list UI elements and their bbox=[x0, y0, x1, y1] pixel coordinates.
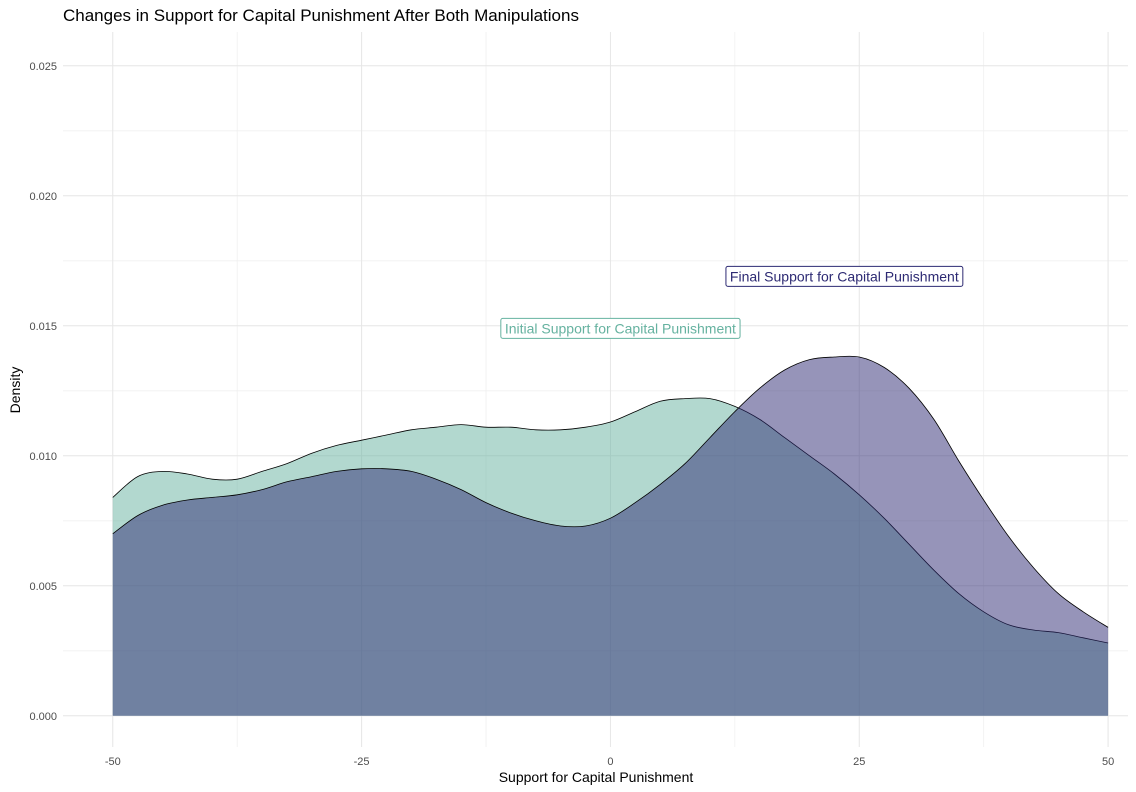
x-tick-label: -50 bbox=[105, 756, 121, 768]
y-axis-title: Density bbox=[7, 367, 23, 414]
density-outline-series-2 bbox=[112, 355, 1109, 628]
annotation-box bbox=[500, 317, 741, 339]
annotation-label-1: Initial Support for Capital Punishment bbox=[500, 317, 741, 339]
annotation-text: Final Support for Capital Punishment bbox=[730, 268, 959, 284]
x-tick-label: 25 bbox=[853, 756, 865, 768]
annotation-box bbox=[725, 265, 964, 287]
x-axis-title: Support for Capital Punishment bbox=[499, 769, 694, 785]
y-tick-label: 0.015 bbox=[29, 321, 57, 333]
y-axis-ticks: 0.000 0.005 0.010 0.015 0.020 0.025 bbox=[29, 61, 57, 723]
y-tick-label: 0.020 bbox=[29, 191, 57, 203]
y-tick-label: 0.010 bbox=[29, 451, 57, 463]
density-areas bbox=[112, 355, 1109, 716]
annotation-text: Initial Support for Capital Punishment bbox=[505, 320, 736, 336]
y-tick-label: 0.025 bbox=[29, 61, 57, 73]
annotation-labels: Initial Support for Capital Punishment Fi… bbox=[500, 265, 964, 339]
chart-title: Changes in Support for Capital Punishmen… bbox=[63, 6, 579, 25]
x-tick-label: 0 bbox=[607, 756, 613, 768]
y-tick-label: 0.005 bbox=[29, 581, 57, 593]
annotation-label-2: Final Support for Capital Punishment bbox=[725, 265, 964, 287]
x-tick-label: 50 bbox=[1102, 756, 1114, 768]
density-area-series-2 bbox=[112, 356, 1109, 716]
x-axis-ticks: -50 -25 0 25 50 bbox=[105, 756, 1114, 768]
y-tick-label: 0.000 bbox=[29, 711, 57, 723]
x-tick-label: -25 bbox=[354, 756, 370, 768]
